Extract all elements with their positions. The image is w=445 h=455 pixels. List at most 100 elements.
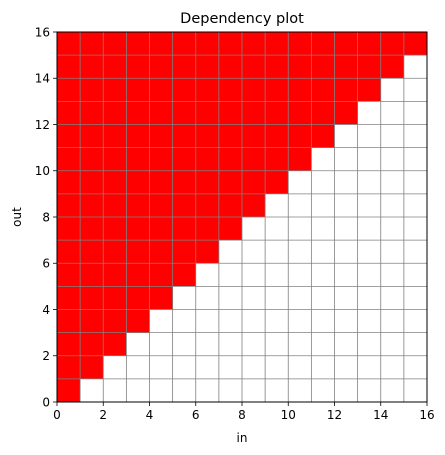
y-tick-label: 0 bbox=[42, 395, 50, 409]
independent-cell bbox=[195, 355, 219, 379]
independent-cell bbox=[380, 217, 404, 241]
dependent-cell bbox=[288, 101, 312, 125]
independent-cell bbox=[380, 101, 404, 125]
dependent-cell bbox=[126, 78, 150, 102]
dependent-cell bbox=[57, 124, 81, 148]
dependent-cell bbox=[103, 55, 127, 79]
independent-cell bbox=[195, 286, 219, 310]
dependent-cell bbox=[172, 55, 196, 79]
dependent-cell bbox=[103, 101, 127, 125]
independent-cell bbox=[357, 309, 381, 333]
dependent-cell bbox=[265, 78, 289, 102]
dependent-cell bbox=[149, 147, 173, 171]
independent-cell bbox=[288, 170, 312, 194]
dependent-cell bbox=[265, 170, 289, 194]
dependent-cell bbox=[218, 78, 242, 102]
independent-cell bbox=[403, 55, 427, 79]
dependent-cell bbox=[149, 78, 173, 102]
independent-cell bbox=[357, 147, 381, 171]
dependent-cell bbox=[288, 78, 312, 102]
independent-cell bbox=[103, 355, 127, 379]
independent-cell bbox=[357, 101, 381, 125]
y-axis-label: out bbox=[10, 207, 24, 227]
independent-cell bbox=[149, 378, 173, 402]
independent-cell bbox=[288, 378, 312, 402]
dependent-cell bbox=[218, 124, 242, 148]
dependent-cell bbox=[172, 101, 196, 125]
dependent-cell bbox=[57, 78, 81, 102]
dependent-cell bbox=[172, 240, 196, 264]
dependent-cell bbox=[126, 263, 150, 287]
independent-cell bbox=[242, 240, 266, 264]
dependent-cell bbox=[57, 240, 81, 264]
independent-cell bbox=[380, 78, 404, 102]
independent-cell bbox=[334, 170, 358, 194]
independent-cell bbox=[288, 240, 312, 264]
independent-cell bbox=[218, 263, 242, 287]
x-tick-label: 10 bbox=[281, 408, 296, 422]
independent-cell bbox=[288, 263, 312, 287]
independent-cell bbox=[403, 78, 427, 102]
dependent-cell bbox=[80, 217, 104, 241]
dependent-cell bbox=[218, 170, 242, 194]
dependent-cell bbox=[288, 32, 312, 56]
dependent-cell bbox=[57, 332, 81, 356]
dependent-cell bbox=[103, 263, 127, 287]
independent-cell bbox=[265, 378, 289, 402]
dependent-cell bbox=[195, 193, 219, 217]
dependent-cell bbox=[265, 147, 289, 171]
dependent-cell bbox=[126, 309, 150, 333]
dependent-cell bbox=[195, 55, 219, 79]
cell-layer bbox=[57, 32, 427, 402]
independent-cell bbox=[242, 309, 266, 333]
dependent-cell bbox=[126, 55, 150, 79]
dependent-cell bbox=[149, 170, 173, 194]
independent-cell bbox=[311, 378, 335, 402]
dependent-cell bbox=[103, 240, 127, 264]
independent-cell bbox=[311, 332, 335, 356]
dependent-cell bbox=[195, 217, 219, 241]
x-axis: 0 2 4 6 8 10 12 14 16 bbox=[53, 402, 435, 422]
independent-cell bbox=[242, 378, 266, 402]
independent-cell bbox=[311, 309, 335, 333]
dependent-cell bbox=[311, 78, 335, 102]
independent-cell bbox=[242, 217, 266, 241]
independent-cell bbox=[172, 378, 196, 402]
independent-cell bbox=[380, 124, 404, 148]
dependent-cell bbox=[126, 193, 150, 217]
dependent-cell bbox=[103, 309, 127, 333]
dependent-cell bbox=[126, 286, 150, 310]
dependent-cell bbox=[288, 147, 312, 171]
dependent-cell bbox=[195, 240, 219, 264]
y-tick-label: 4 bbox=[42, 303, 50, 317]
independent-cell bbox=[311, 240, 335, 264]
independent-cell bbox=[218, 309, 242, 333]
independent-cell bbox=[357, 217, 381, 241]
independent-cell bbox=[103, 378, 127, 402]
dependent-cell bbox=[172, 217, 196, 241]
x-tick-label: 2 bbox=[99, 408, 107, 422]
independent-cell bbox=[311, 170, 335, 194]
independent-cell bbox=[357, 240, 381, 264]
dependent-cell bbox=[103, 286, 127, 310]
dependent-cell bbox=[57, 355, 81, 379]
dependent-cell bbox=[57, 147, 81, 171]
dependent-cell bbox=[242, 101, 266, 125]
independent-cell bbox=[311, 263, 335, 287]
independent-cell bbox=[380, 193, 404, 217]
dependent-cell bbox=[80, 309, 104, 333]
dependent-cell bbox=[80, 101, 104, 125]
dependent-cell bbox=[218, 32, 242, 56]
independent-cell bbox=[195, 378, 219, 402]
dependent-cell bbox=[288, 124, 312, 148]
independent-cell bbox=[403, 355, 427, 379]
x-tick-label: 16 bbox=[419, 408, 434, 422]
dependent-cell bbox=[242, 193, 266, 217]
dependent-cell bbox=[149, 263, 173, 287]
dependent-cell bbox=[57, 263, 81, 287]
independent-cell bbox=[403, 263, 427, 287]
independent-cell bbox=[380, 378, 404, 402]
dependent-cell bbox=[126, 147, 150, 171]
dependent-cell bbox=[334, 78, 358, 102]
